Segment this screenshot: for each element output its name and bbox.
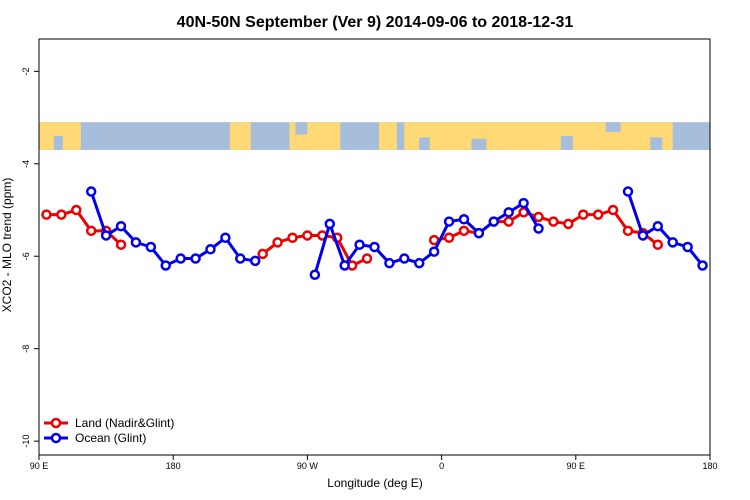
y-tick-label-1: -4 — [21, 160, 31, 168]
ocean-point-1-4 — [369, 241, 380, 253]
series-layer — [41, 186, 708, 280]
ocean-point-0-1 — [100, 230, 112, 241]
map-ocean-inlet-3 — [471, 138, 487, 150]
land-point-2-12 — [607, 204, 619, 216]
ocean-point-0-0 — [85, 186, 97, 197]
x-tick-label-5: 180 — [702, 461, 717, 471]
y-tick-label-2: -6 — [21, 252, 31, 260]
legend: Land (Nadir&Glint) Ocean (Glint) — [44, 416, 174, 445]
world-map-band — [39, 122, 710, 150]
ocean-point-1-15 — [533, 223, 544, 234]
ocean-point-1-2 — [339, 260, 350, 271]
x-tick-label-3: 0 — [439, 461, 444, 471]
ocean-point-0-10 — [235, 253, 246, 264]
legend-marker-land — [50, 417, 62, 429]
y-axis: -2 -4 -6 -8 -10 — [21, 67, 39, 448]
map-land-3 — [378, 122, 397, 150]
ocean-point-0-7 — [190, 253, 201, 264]
ocean-point-0-2 — [115, 220, 127, 232]
ocean-point-1-6 — [399, 253, 410, 264]
x-axis: 90 E 180 90 W 0 90 E 180 — [30, 455, 718, 471]
x-tick-label-1: 180 — [166, 461, 181, 471]
map-ocean-inlet-6 — [650, 137, 663, 150]
ocean-point-0-9 — [220, 232, 231, 244]
x-tick-label-0: 90 E — [30, 461, 49, 471]
land-point-2-8 — [548, 216, 559, 227]
y-tick-label-4: -10 — [21, 435, 31, 448]
x-tick-label-2: 90 W — [297, 461, 319, 471]
ocean-series-line-2 — [626, 191, 704, 267]
land-point-2-2 — [458, 225, 470, 237]
map-ocean-inlet-0 — [53, 136, 63, 150]
ocean-point-1-0 — [309, 269, 321, 280]
land-point-0-5 — [115, 239, 127, 250]
map-ocean-inlet-2 — [419, 137, 430, 150]
map-ocean-inlet-1 — [295, 122, 308, 135]
ocean-point-2-5 — [697, 260, 708, 271]
land-point-1-3 — [302, 230, 313, 241]
land-point-0-2 — [71, 204, 82, 216]
ocean-point-0-4 — [145, 241, 157, 253]
legend-label-ocean: Ocean (Glint) — [75, 431, 146, 445]
plot-frame — [38, 38, 711, 456]
ocean-point-0-3 — [130, 237, 142, 248]
ocean-point-2-0 — [622, 186, 634, 197]
ocean-point-1-1 — [324, 218, 336, 230]
chart-title: 40N-50N September (Ver 9) 2014-09-06 to … — [177, 14, 574, 31]
ocean-point-1-11 — [473, 227, 485, 239]
land-point-2-5 — [503, 216, 514, 227]
ocean-point-1-12 — [488, 216, 500, 227]
ocean-point-0-8 — [205, 244, 216, 255]
ocean-point-0-6 — [175, 253, 186, 264]
land-point-1-7 — [361, 253, 373, 264]
ocean-series-line-1 — [313, 201, 540, 276]
y-axis-label: XCO2 - MLO trend (ppm) — [0, 178, 14, 313]
land-point-2-13 — [622, 225, 634, 237]
land-point-0-1 — [56, 209, 67, 220]
ocean-point-2-3 — [667, 237, 678, 248]
ocean-point-1-9 — [443, 216, 455, 227]
land-point-2-7 — [533, 211, 544, 223]
legend-marker-ocean — [50, 432, 62, 444]
map-ocean-inlet-5 — [605, 122, 621, 132]
ocean-point-2-1 — [637, 230, 649, 241]
land-point-0-0 — [41, 209, 52, 220]
land-point-2-10 — [578, 209, 589, 220]
land-point-2-1 — [443, 232, 455, 244]
land-point-2-9 — [563, 218, 574, 230]
x-tick-label-4: 90 E — [567, 461, 586, 471]
ocean-point-2-4 — [682, 241, 693, 253]
land-point-2-0 — [428, 234, 440, 246]
map-ocean-inlet-4 — [560, 136, 573, 150]
x-axis-label: Longitude (deg E) — [327, 476, 422, 490]
ocean-point-1-10 — [458, 214, 470, 225]
land-point-2-11 — [592, 209, 604, 220]
map-land-1 — [229, 122, 251, 150]
land-series-line-2 — [433, 208, 659, 246]
ocean-point-1-5 — [384, 257, 395, 269]
ocean-point-1-7 — [413, 257, 425, 269]
ocean-point-1-13 — [503, 207, 514, 218]
land-point-1-2 — [287, 232, 298, 244]
ocean-point-1-14 — [518, 197, 529, 209]
ocean-point-1-3 — [354, 239, 365, 250]
land-point-0-3 — [85, 225, 97, 237]
ocean-series-line-0 — [89, 191, 256, 267]
ocean-point-0-5 — [160, 260, 171, 271]
legend-label-land: Land (Nadir&Glint) — [75, 416, 174, 430]
y-tick-label-0: -2 — [21, 67, 31, 75]
ocean-point-0-11 — [249, 255, 261, 267]
y-tick-label-3: -8 — [21, 345, 31, 353]
land-point-1-1 — [272, 237, 283, 248]
ocean-point-1-8 — [428, 246, 440, 257]
land-point-1-0 — [257, 248, 268, 260]
land-point-2-15 — [652, 239, 664, 250]
ocean-point-2-2 — [652, 220, 664, 232]
